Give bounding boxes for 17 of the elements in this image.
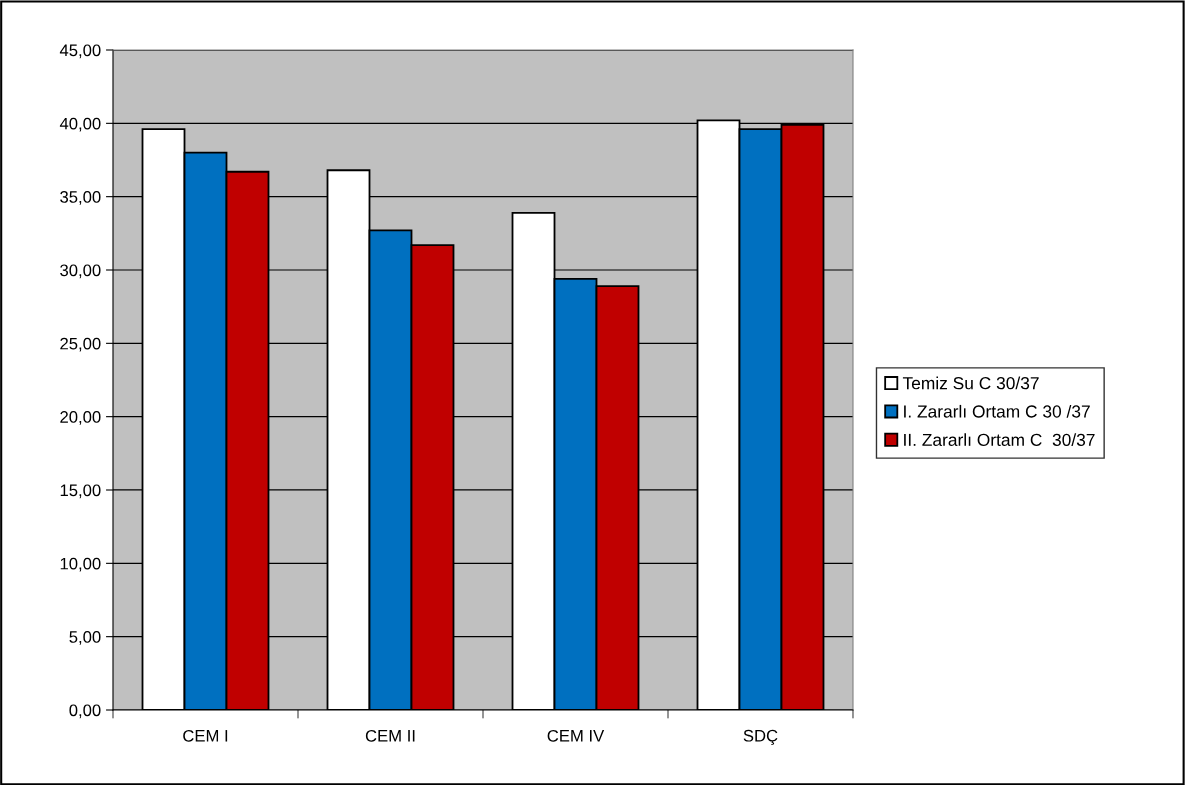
legend-label: Temiz Su C 30/37 xyxy=(902,376,1039,390)
y-tick-label: 5,00 xyxy=(69,631,101,645)
y-tick-label: 0,00 xyxy=(69,704,101,719)
y-tick-label: 15,00 xyxy=(60,484,101,499)
y-tick-label: 30,00 xyxy=(60,264,101,279)
legend-label: II. Zararlı Ortam C 30/37 xyxy=(904,433,1095,446)
x-tick-label: CEM IV xyxy=(547,729,605,742)
y-tick-label: 20,00 xyxy=(60,411,101,425)
y-tick-label: 35,00 xyxy=(60,191,101,205)
y-tick-label: 25,00 xyxy=(60,337,101,352)
y-tick-label: 10,00 xyxy=(60,557,101,572)
x-tick-label: CEM II xyxy=(365,729,415,742)
x-tick-label: SDÇ xyxy=(743,729,778,745)
x-tick-label: CEM I xyxy=(183,729,228,742)
legend-label: I. Zararlı Ortam C 30 /37 xyxy=(904,404,1090,418)
y-tick-label: 45,00 xyxy=(59,44,101,59)
y-tick-label: 40,00 xyxy=(59,117,101,132)
